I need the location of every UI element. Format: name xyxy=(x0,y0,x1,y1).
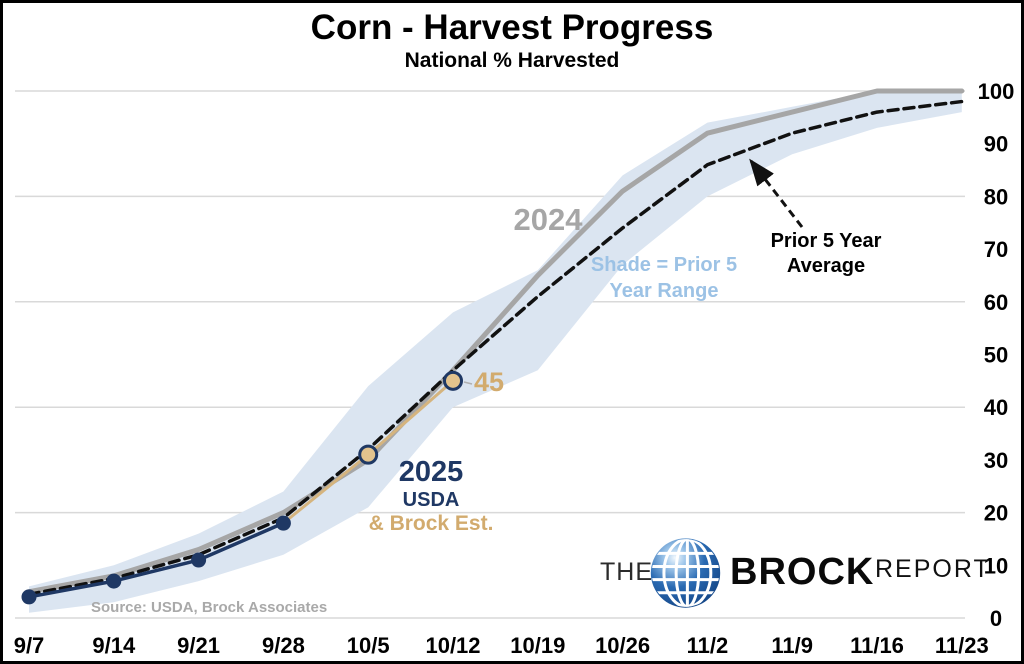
marker-tan-10-5 xyxy=(358,444,379,465)
brock-logo-the: THE xyxy=(600,558,653,586)
y-tick-label-30: 30 xyxy=(984,448,1008,473)
x-tick-label-11-16: 11/16 xyxy=(850,633,904,658)
y-tick-label-0: 0 xyxy=(990,606,1002,631)
prior-average-label-line2: Average xyxy=(786,255,866,277)
brock-globe-icon xyxy=(650,538,721,608)
x-tick-label-9-21: 9/21 xyxy=(177,633,220,658)
y-tick-label-100: 100 xyxy=(978,79,1015,104)
y-tick-label-20: 20 xyxy=(984,501,1008,526)
prior-average-label: Prior 5 Year Average xyxy=(771,229,882,279)
x-tick-label-11-9: 11/9 xyxy=(771,633,813,658)
prior-5-year-range-band xyxy=(29,91,962,613)
marker-navy-9-28 xyxy=(275,515,291,531)
marker-tan-10-12 xyxy=(443,370,463,391)
x-tick-label-11-23: 11/23 xyxy=(935,633,989,658)
series-label-usda: USDA xyxy=(402,489,460,511)
prior-average-arrow xyxy=(749,158,804,228)
x-tick-label-11-2: 11/2 xyxy=(687,633,729,658)
brock-logo-report: REPORT xyxy=(875,555,991,583)
series-line-prior-5-year-average xyxy=(27,99,964,597)
x-tick-label-10-19: 10/19 xyxy=(510,633,565,658)
series-line-2024 xyxy=(26,88,965,595)
x-tick-label-10-12: 10/12 xyxy=(425,633,480,658)
series-label-2025: 2025 xyxy=(398,456,464,488)
x-tick-label-9-28: 9/28 xyxy=(262,633,305,658)
prior-average-label-line1: Prior 5 Year xyxy=(770,230,882,252)
x-tick-label-9-7: 9/7 xyxy=(14,633,45,658)
label-45-leader-line xyxy=(463,381,473,385)
marker-navy-9-7 xyxy=(21,589,37,605)
y-tick-label-40: 40 xyxy=(984,395,1008,420)
y-tick-label-50: 50 xyxy=(984,343,1008,368)
chart-subtitle: National % Harvested xyxy=(404,49,620,72)
y-tick-label-70: 70 xyxy=(984,237,1008,262)
series-label-brock-est: & Brock Est. xyxy=(368,512,494,535)
source-attribution: Source: USDA, Brock Associates xyxy=(91,599,328,616)
data-point-label-45: 45 xyxy=(474,367,505,397)
y-tick-label-90: 90 xyxy=(984,132,1008,157)
y-tick-label-60: 60 xyxy=(984,290,1008,315)
brock-logo-brock: BROCK xyxy=(730,551,875,593)
shade-range-legend: Shade = Prior 5 Year Range xyxy=(591,252,737,304)
series-label-2024: 2024 xyxy=(513,202,583,237)
shade-range-legend-line2: Year Range xyxy=(609,280,719,302)
y-tick-label-10: 10 xyxy=(984,553,1008,578)
series-line-2025-usda xyxy=(27,521,286,599)
chart-title: Corn - Harvest Progress xyxy=(310,8,714,47)
marker-navy-9-21 xyxy=(191,552,207,568)
harvest-progress-chart: 9/7 9/14 9/21 9/28 10/5 10/12 10/19 10/26 11/2 11… xyxy=(14,79,1015,658)
y-tick-label-80: 80 xyxy=(984,184,1008,209)
marker-navy-9-14 xyxy=(106,573,122,589)
x-tick-label-9-14: 9/14 xyxy=(92,633,136,658)
shade-range-legend-line1: Shade = Prior 5 xyxy=(590,254,738,276)
x-tick-label-10-5: 10/5 xyxy=(347,633,390,658)
x-tick-label-10-26: 10/26 xyxy=(595,633,650,658)
